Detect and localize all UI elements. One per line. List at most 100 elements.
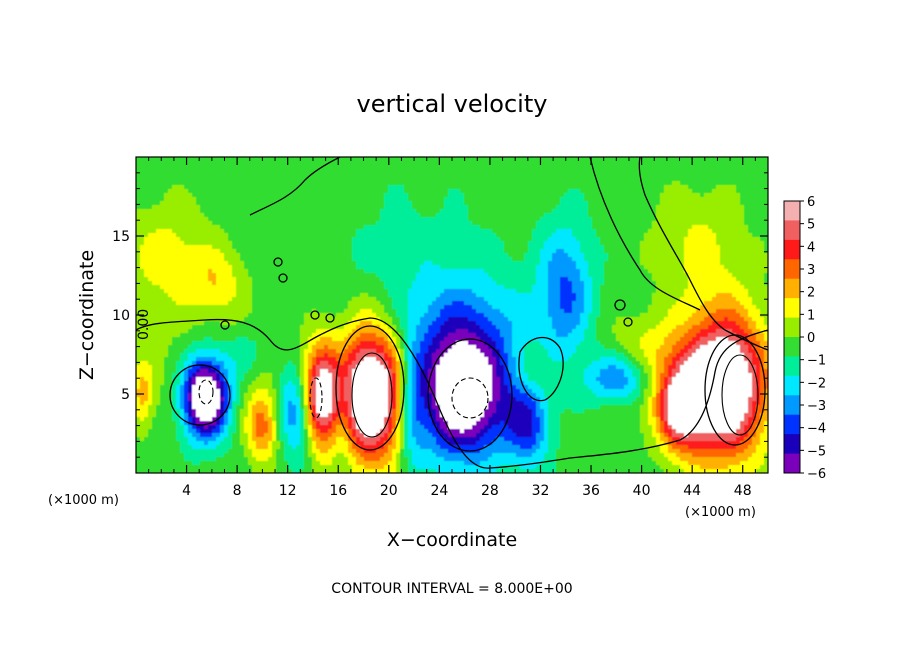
heatmap-cell xyxy=(480,253,485,258)
heatmap-cell xyxy=(284,213,289,218)
heatmap-cell xyxy=(380,173,385,178)
heatmap-cell xyxy=(516,177,521,182)
heatmap-cell xyxy=(564,269,569,274)
heatmap-cell xyxy=(748,253,753,258)
heatmap-cell xyxy=(296,229,301,234)
heatmap-cell xyxy=(724,221,729,226)
heatmap-cell xyxy=(344,233,349,238)
heatmap-cell xyxy=(660,181,665,186)
heatmap-cell xyxy=(696,205,701,210)
heatmap-cell xyxy=(328,281,333,286)
heatmap-cell xyxy=(380,225,385,230)
heatmap-cell xyxy=(312,221,317,226)
heatmap-cell xyxy=(720,205,725,210)
heatmap-cell xyxy=(268,173,273,178)
heatmap-cell xyxy=(292,261,297,266)
heatmap-cell xyxy=(304,245,309,250)
heatmap-cell xyxy=(296,169,301,174)
heatmap-cell xyxy=(552,205,557,210)
heatmap-cell xyxy=(600,165,605,170)
heatmap-cell xyxy=(252,225,257,230)
heatmap-cell xyxy=(524,213,529,218)
heatmap-cell xyxy=(272,209,277,214)
heatmap-cell xyxy=(412,261,417,266)
heatmap-cell xyxy=(336,221,341,226)
heatmap-cell xyxy=(548,245,553,250)
heatmap-cell xyxy=(612,233,617,238)
heatmap-cell xyxy=(548,237,553,242)
heatmap-cell xyxy=(396,277,401,282)
heatmap-cell xyxy=(472,221,477,226)
heatmap-cell xyxy=(180,205,185,210)
heatmap-cell xyxy=(184,277,189,282)
heatmap-cell xyxy=(168,265,173,270)
heatmap-cell xyxy=(216,193,221,198)
heatmap-cell xyxy=(156,177,161,182)
heatmap-cell xyxy=(504,205,509,210)
heatmap-cell xyxy=(432,241,437,246)
heatmap-cell xyxy=(372,229,377,234)
heatmap-cell xyxy=(352,269,357,274)
heatmap-cell xyxy=(568,229,573,234)
heatmap-cell xyxy=(652,225,657,230)
heatmap-cell xyxy=(288,281,293,286)
heatmap-cell xyxy=(580,157,585,162)
heatmap-cell xyxy=(180,197,185,202)
heatmap-cell xyxy=(568,165,573,170)
heatmap-cell xyxy=(376,193,381,198)
heatmap-cell xyxy=(324,261,329,266)
heatmap-cell xyxy=(252,281,257,286)
heatmap-cell xyxy=(636,237,641,242)
heatmap-cell xyxy=(548,157,553,162)
heatmap-cell xyxy=(352,237,357,242)
heatmap-cell xyxy=(460,201,465,206)
heatmap-cell xyxy=(312,249,317,254)
heatmap-cell xyxy=(348,229,353,234)
heatmap-cell xyxy=(308,221,313,226)
heatmap-cell xyxy=(192,269,197,274)
heatmap-cell xyxy=(256,165,261,170)
heatmap-cell xyxy=(300,229,305,234)
heatmap-cell xyxy=(376,213,381,218)
heatmap-cell xyxy=(368,209,373,214)
heatmap-cell xyxy=(360,205,365,210)
heatmap-cell xyxy=(308,281,313,286)
heatmap-cell xyxy=(228,177,233,182)
heatmap-cell xyxy=(724,205,729,210)
heatmap-cell xyxy=(668,217,673,222)
heatmap-cell xyxy=(456,173,461,178)
heatmap-cell xyxy=(440,233,445,238)
heatmap-cell xyxy=(352,249,357,254)
heatmap-cell xyxy=(620,181,625,186)
heatmap-cell xyxy=(680,189,685,194)
heatmap-cell xyxy=(504,189,509,194)
heatmap-cell xyxy=(680,237,685,242)
heatmap-cell xyxy=(528,173,533,178)
heatmap-cell xyxy=(184,177,189,182)
heatmap-cell xyxy=(220,237,225,242)
heatmap-cell xyxy=(708,189,713,194)
heatmap-cell xyxy=(236,229,241,234)
heatmap-cell xyxy=(444,273,449,278)
heatmap-cell xyxy=(220,189,225,194)
heatmap-cell xyxy=(304,249,309,254)
heatmap-cell xyxy=(140,281,145,286)
heatmap-cell xyxy=(760,261,765,266)
heatmap-cell xyxy=(204,189,209,194)
heatmap-cell xyxy=(604,237,609,242)
heatmap-cell xyxy=(472,165,477,170)
heatmap-cell xyxy=(476,245,481,250)
heatmap-cell xyxy=(376,265,381,270)
heatmap-cell xyxy=(568,269,573,274)
heatmap-cell xyxy=(320,229,325,234)
heatmap-cell xyxy=(408,197,413,202)
heatmap-cell xyxy=(608,253,613,258)
heatmap-cell xyxy=(560,277,565,282)
heatmap-cell xyxy=(364,281,369,286)
heatmap-cell xyxy=(644,245,649,250)
heatmap-cell xyxy=(600,265,605,270)
heatmap-cell xyxy=(492,253,497,258)
heatmap-cell xyxy=(236,177,241,182)
heatmap-cell xyxy=(288,177,293,182)
heatmap-cell xyxy=(656,177,661,182)
